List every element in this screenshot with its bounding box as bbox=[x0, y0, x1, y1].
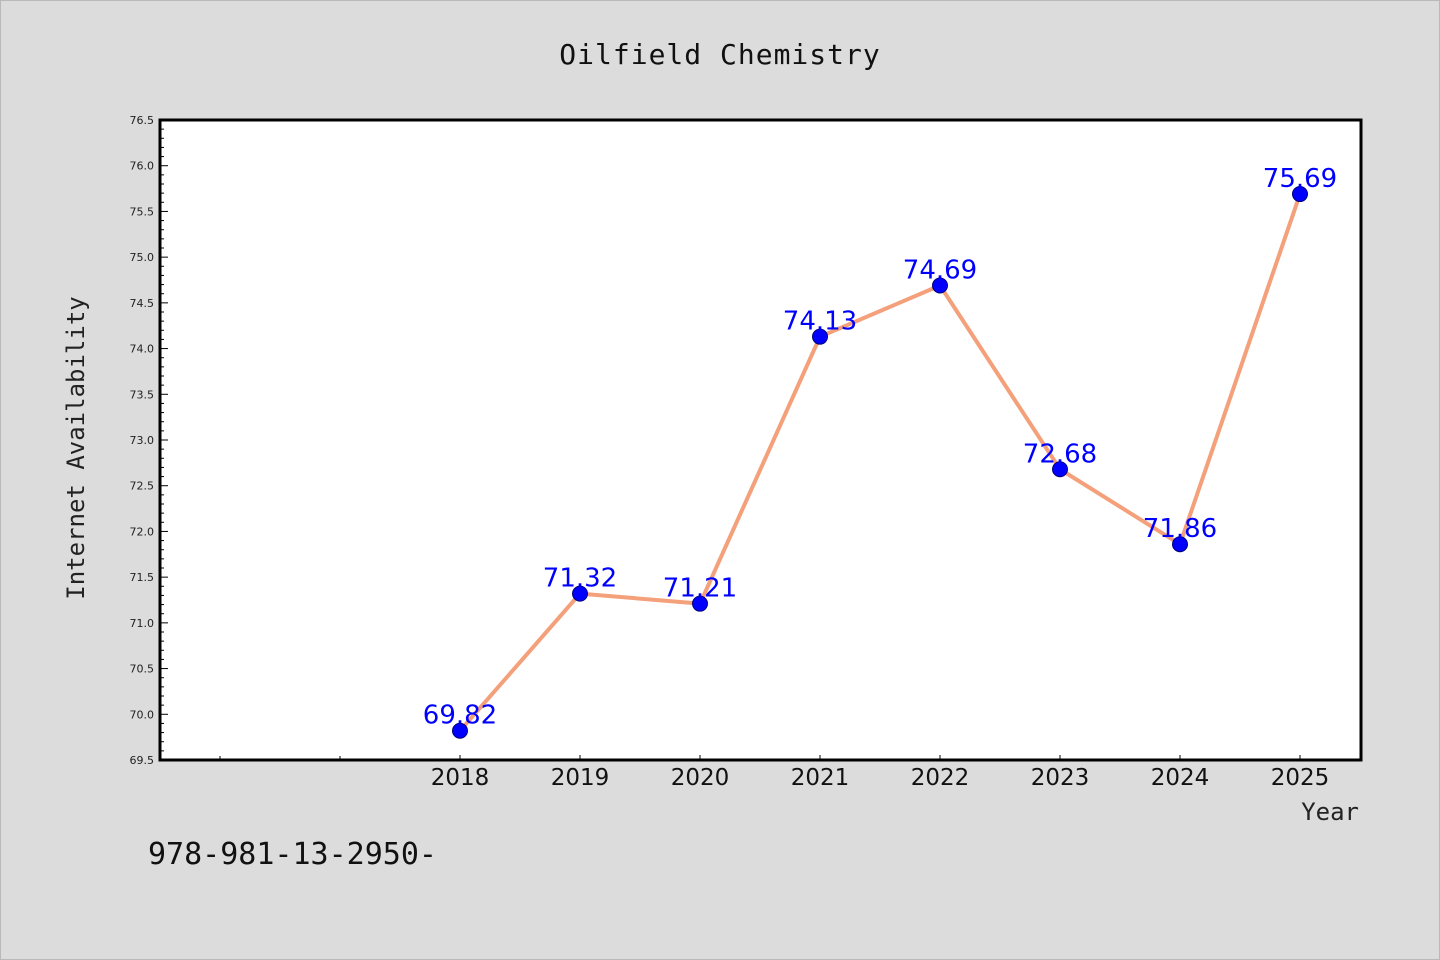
data-label: 71.21 bbox=[663, 574, 737, 604]
y-tick-label: 76.5 bbox=[130, 114, 155, 127]
x-tick-label: 2024 bbox=[1151, 765, 1210, 791]
y-tick-label: 74.0 bbox=[130, 343, 155, 356]
y-tick-label: 75.5 bbox=[130, 205, 155, 218]
x-tick-label: 2020 bbox=[671, 765, 730, 791]
data-point bbox=[452, 722, 468, 739]
data-point bbox=[932, 277, 948, 294]
chart-title: Oilfield Chemistry bbox=[559, 38, 880, 71]
data-point bbox=[572, 585, 588, 602]
y-tick-label: 74.5 bbox=[130, 297, 155, 310]
y-tick-label: 76.0 bbox=[130, 160, 155, 173]
y-axis: 69.5 70.0 70.5 71.0 71.5 72.0 72.5 73.0 73.5 74.0… bbox=[130, 114, 168, 767]
x-axis-label: Year bbox=[1301, 798, 1359, 826]
y-tick-label: 75.0 bbox=[130, 251, 155, 264]
series: 69.82 71.32 71.21 74.13 74.69 72.68 71.86 75.69 bbox=[423, 164, 1337, 739]
y-tick-label: 69.5 bbox=[130, 754, 155, 767]
y-tick-label: 71.0 bbox=[130, 617, 155, 630]
data-label: 71.32 bbox=[543, 564, 617, 594]
series-line bbox=[458, 193, 1302, 733]
x-tick-label: 2019 bbox=[551, 765, 610, 791]
x-tick-label: 2022 bbox=[911, 765, 970, 791]
x-tick-label: 2025 bbox=[1271, 765, 1330, 791]
y-tick-label: 73.5 bbox=[130, 388, 155, 401]
data-point bbox=[1292, 186, 1308, 203]
x-tick-label: 2018 bbox=[431, 765, 490, 791]
x-axis: 2018 2019 2020 2021 2022 2023 2024 2025 bbox=[219, 755, 1330, 791]
data-point bbox=[692, 595, 708, 612]
footer-code: 978-981-13-2950- bbox=[148, 837, 437, 872]
data-label: 75.69 bbox=[1263, 164, 1337, 194]
data-label: 69.82 bbox=[423, 701, 497, 731]
data-label: 72.68 bbox=[1023, 439, 1097, 469]
y-tick-label: 73.0 bbox=[130, 434, 155, 447]
data-point bbox=[812, 328, 828, 345]
data-label: 74.13 bbox=[783, 307, 857, 337]
x-tick-label: 2021 bbox=[791, 765, 850, 791]
y-axis-label: Internet Availability bbox=[62, 296, 90, 599]
data-point bbox=[1172, 536, 1188, 553]
data-point bbox=[1052, 461, 1068, 478]
plot-area bbox=[158, 118, 1363, 762]
y-tick-label: 70.0 bbox=[130, 708, 155, 721]
data-label: 74.69 bbox=[903, 255, 977, 285]
data-label: 71.86 bbox=[1143, 514, 1217, 544]
y-tick-label: 70.5 bbox=[130, 663, 155, 676]
y-tick-label: 71.5 bbox=[130, 571, 155, 584]
y-tick-label: 72.5 bbox=[130, 480, 155, 493]
x-tick-label: 2023 bbox=[1031, 765, 1090, 791]
y-tick-label: 72.0 bbox=[130, 525, 155, 538]
